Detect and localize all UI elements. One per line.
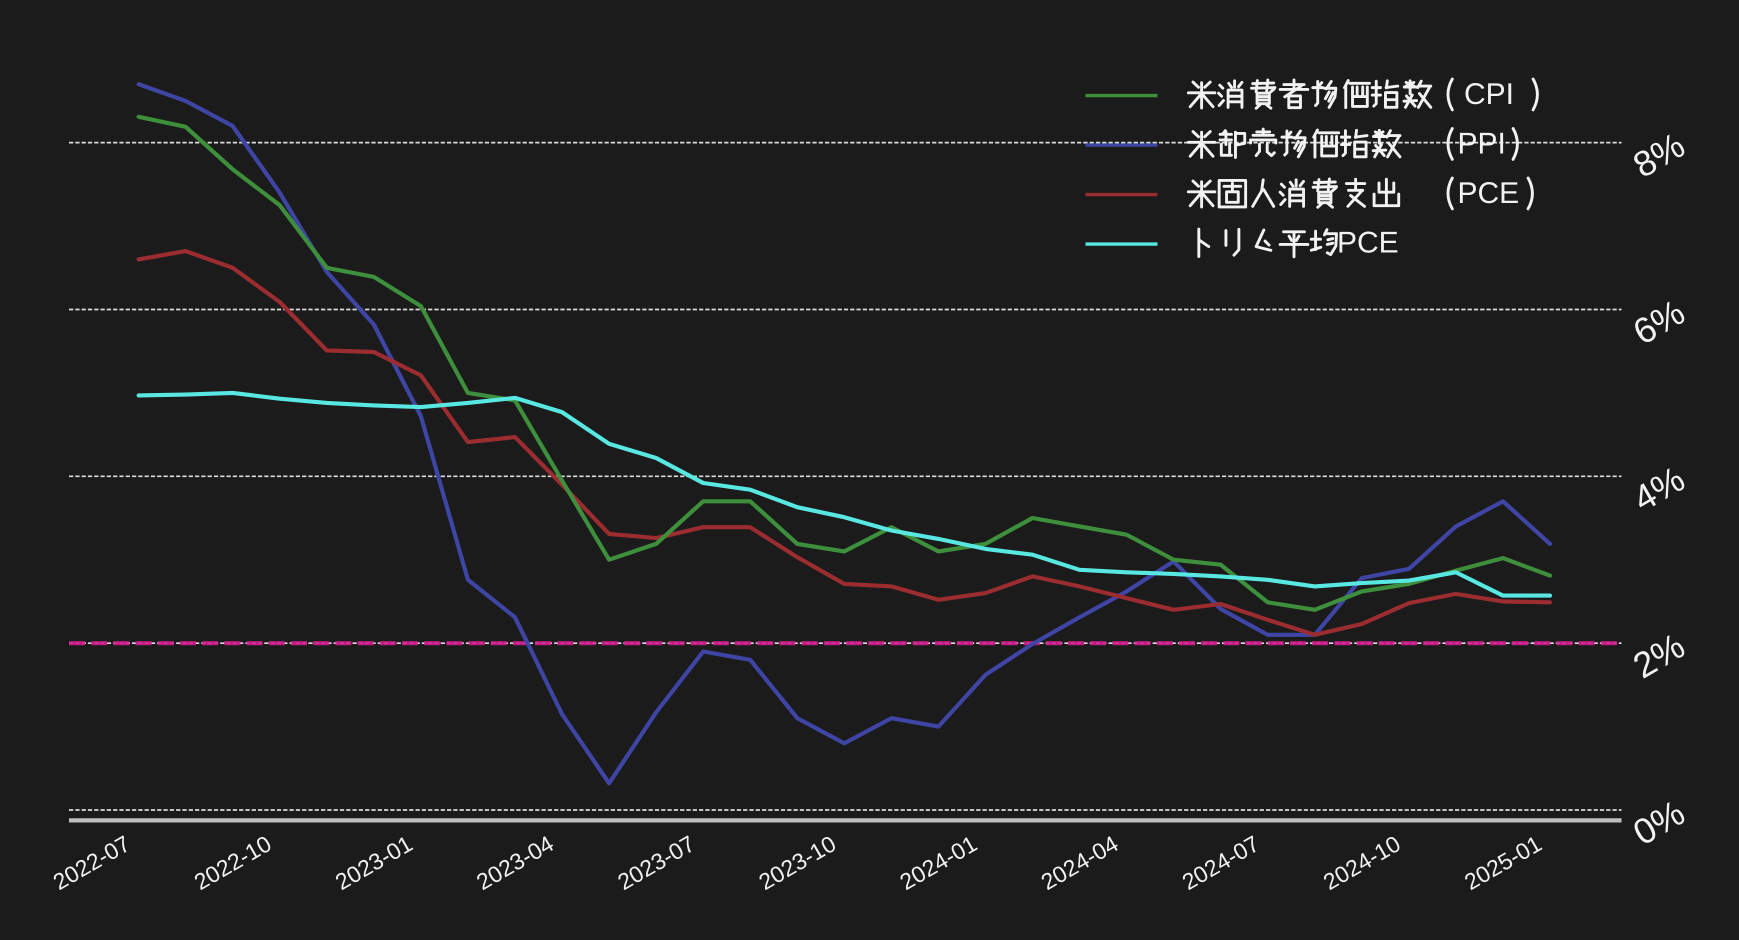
svg-text:PCE: PCE [1458, 177, 1520, 210]
svg-text:PCE: PCE [1337, 227, 1399, 260]
svg-text:PPI: PPI [1458, 128, 1506, 161]
svg-text:CPI: CPI [1464, 78, 1514, 111]
